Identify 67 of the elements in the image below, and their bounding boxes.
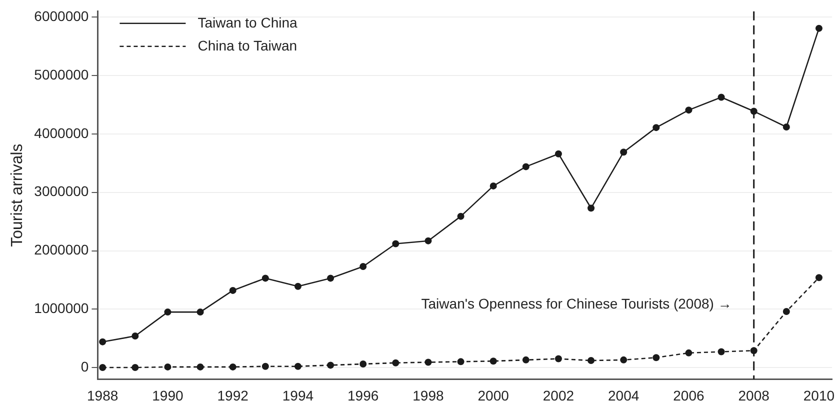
point	[782, 123, 790, 130]
annotation: Taiwan's Openness for Chinese Tourists (2008) →	[421, 295, 732, 312]
x-tick-label: 2010	[803, 387, 835, 404]
point	[620, 148, 628, 156]
point	[360, 360, 367, 368]
point	[196, 308, 204, 316]
point	[424, 237, 432, 244]
y-tick-label: 1000000	[34, 300, 89, 316]
point	[815, 274, 822, 282]
point	[685, 106, 692, 114]
point	[782, 308, 790, 315]
point	[652, 124, 660, 132]
x-tick-label: 1992	[217, 387, 249, 404]
point	[360, 263, 367, 270]
y-tick-label: 3000000	[34, 183, 89, 200]
point	[685, 349, 692, 356]
x-tick-label: 2008	[738, 387, 770, 404]
point	[457, 212, 464, 220]
x-tick-label: 1998	[412, 387, 444, 404]
point	[196, 363, 204, 370]
point	[327, 362, 334, 369]
point	[392, 359, 400, 366]
point	[164, 363, 172, 370]
x-tick-label: 1988	[87, 387, 118, 404]
point	[424, 358, 432, 366]
point	[554, 150, 562, 158]
point	[457, 358, 464, 366]
x-tick-label: 1990	[152, 387, 184, 404]
point	[229, 363, 236, 370]
point	[522, 356, 530, 364]
y-tick-label: 2000000	[34, 242, 89, 258]
legend-label: China to Taiwan	[198, 37, 298, 54]
point	[815, 24, 822, 32]
x-tick-label: 1994	[282, 387, 314, 404]
point	[718, 348, 725, 356]
point	[490, 358, 497, 365]
y-tick-label: 0	[80, 358, 89, 374]
point	[99, 364, 106, 372]
y-tick-label: 6000000	[34, 8, 89, 24]
y-axis-title: Tourist arrivals	[9, 144, 26, 247]
point	[262, 274, 269, 282]
point	[229, 286, 236, 294]
point	[99, 338, 106, 346]
x-tick-label: 2000	[478, 387, 510, 404]
point	[132, 364, 139, 372]
x-tick-label: 1996	[348, 387, 379, 404]
point	[652, 354, 660, 362]
point	[294, 282, 302, 290]
x-tick-label: 2002	[542, 387, 574, 404]
point	[554, 355, 562, 362]
point	[490, 182, 497, 190]
point	[392, 240, 400, 248]
x-tick-label: 2004	[608, 387, 640, 404]
y-tick-label: 4000000	[34, 124, 89, 141]
point	[132, 332, 139, 340]
point	[588, 204, 595, 212]
point	[164, 308, 172, 316]
x-tick-label: 2006	[673, 387, 705, 404]
point	[327, 274, 334, 282]
legend-label: Taiwan to China	[198, 14, 298, 30]
point	[522, 163, 530, 170]
point	[588, 357, 595, 364]
point	[620, 356, 628, 364]
point	[718, 94, 725, 101]
point	[262, 362, 269, 370]
point	[294, 362, 302, 370]
y-tick-label: 5000000	[34, 66, 89, 82]
